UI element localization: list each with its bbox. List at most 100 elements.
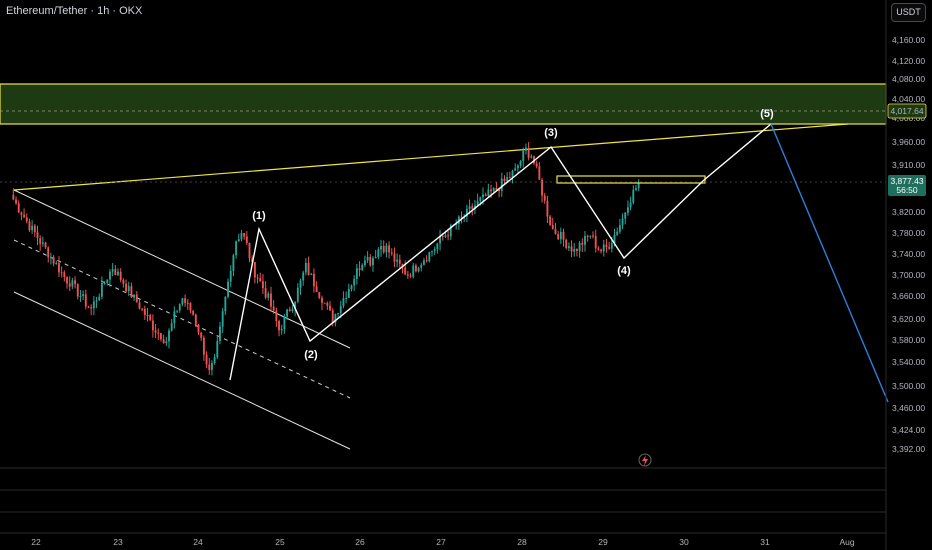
- candle-body: [219, 326, 221, 341]
- channel-mid-line: [13, 239, 351, 399]
- candle-body: [629, 202, 632, 208]
- candle-body: [130, 286, 133, 298]
- candle-body: [100, 282, 103, 297]
- candle-body: [353, 278, 356, 286]
- candle-body: [245, 236, 248, 243]
- candle-body: [84, 294, 87, 307]
- candle-body: [447, 235, 450, 237]
- candle-body: [600, 249, 603, 252]
- candle-body: [541, 179, 543, 196]
- currency-button[interactable]: USDT: [891, 3, 926, 22]
- y-tick-label: 3,780.00: [892, 228, 925, 238]
- candle-body: [194, 314, 197, 325]
- x-tick-label: 22: [31, 537, 41, 547]
- candle-body: [240, 232, 243, 240]
- candle-body: [224, 296, 227, 312]
- candle-body: [33, 225, 36, 233]
- candle-body: [283, 316, 286, 330]
- y-tick-label: 3,910.00: [892, 160, 925, 170]
- candle-body: [522, 150, 525, 161]
- last-price-tag: 3,877.43 56:50: [888, 175, 926, 196]
- candle-body: [200, 332, 203, 338]
- candle-body: [345, 297, 348, 299]
- candle-body: [157, 332, 160, 334]
- candle-body: [610, 243, 613, 249]
- candle-body: [151, 320, 154, 331]
- candle-body: [243, 232, 246, 237]
- x-tick-label: 31: [760, 537, 770, 547]
- candle-body: [406, 274, 409, 276]
- candle-body: [256, 277, 259, 279]
- candle-body: [355, 268, 358, 279]
- candle-body: [286, 309, 289, 317]
- candle-body: [380, 246, 382, 250]
- countdown-label: 56:50: [896, 185, 918, 195]
- candle-body: [390, 252, 393, 254]
- candle-body: [141, 308, 144, 310]
- candle-body: [637, 182, 640, 189]
- zone-price-label: 4,017.64: [890, 106, 923, 116]
- candle-body: [626, 207, 629, 213]
- x-tick-label: 23: [113, 537, 123, 547]
- candle-body: [393, 253, 396, 262]
- candle-body: [586, 236, 589, 238]
- candle-body: [500, 178, 503, 191]
- candle-body: [272, 306, 275, 311]
- candle-body: [154, 330, 157, 333]
- candle-body: [538, 166, 541, 180]
- candle-body: [304, 262, 307, 273]
- candle-body: [221, 311, 224, 327]
- time-axis: 22 23 24 25 26 27 28 29 30 31 Aug: [31, 537, 855, 547]
- candle-body: [318, 292, 321, 298]
- candle-body: [449, 225, 452, 237]
- rising-trendline: [13, 123, 849, 191]
- candle-body: [385, 245, 388, 253]
- candle-body: [44, 242, 47, 248]
- candle-body: [60, 272, 63, 274]
- candle-body: [299, 280, 302, 288]
- candle-body: [329, 305, 331, 311]
- y-tick-label: 4,080.00: [892, 74, 925, 84]
- candle-body: [396, 259, 399, 262]
- x-tick-label: 29: [598, 537, 608, 547]
- x-tick-label: 27: [436, 537, 446, 547]
- candle-body: [474, 205, 476, 209]
- candle-body: [119, 271, 122, 281]
- candle-body: [551, 224, 554, 230]
- candle-body: [573, 248, 576, 252]
- wave-label-2: (2): [304, 349, 318, 361]
- y-tick-label: 4,160.00: [892, 35, 925, 45]
- candle-body: [125, 283, 127, 292]
- y-tick-label: 4,040.00: [892, 94, 925, 104]
- candle-body: [546, 200, 549, 217]
- candle-body: [253, 262, 256, 278]
- candle-body: [484, 194, 487, 196]
- candle-body: [369, 257, 372, 266]
- zone-price-tag: 4,017.64: [887, 103, 927, 119]
- candle-body: [135, 294, 138, 303]
- candle-body: [58, 263, 60, 273]
- candle-body: [49, 257, 52, 259]
- candle-body: [482, 194, 484, 198]
- candle-body: [310, 273, 313, 275]
- y-tick-label: 3,540.00: [892, 357, 925, 367]
- candle-body: [133, 294, 136, 298]
- candle-body: [127, 286, 130, 292]
- candle-body: [323, 302, 326, 304]
- candle-body: [162, 339, 165, 344]
- candle-body: [264, 288, 267, 298]
- candle-body: [455, 224, 458, 226]
- candle-body: [535, 163, 538, 167]
- candle-body: [471, 206, 474, 209]
- candle-body: [581, 242, 584, 245]
- candle-body: [398, 259, 401, 264]
- x-tick-label: 24: [193, 537, 203, 547]
- candle-body: [149, 315, 152, 321]
- y-tick-label: 3,392.00: [892, 444, 925, 454]
- candle-body: [25, 217, 28, 222]
- candle-body: [334, 314, 337, 323]
- candle-body: [514, 168, 517, 171]
- candle-body: [307, 262, 310, 275]
- candle-body: [267, 293, 270, 298]
